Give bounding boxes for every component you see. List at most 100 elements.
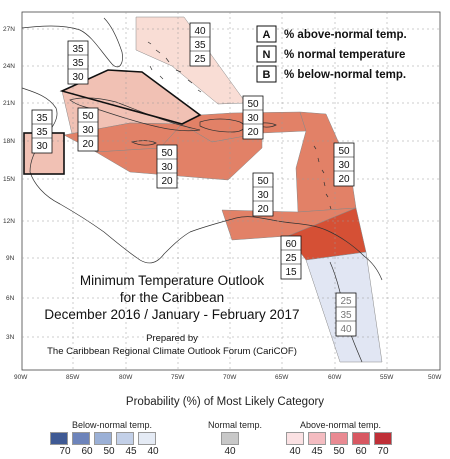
coast-florida <box>21 17 123 68</box>
prob-box-hispaniola: 50 30 20 <box>242 95 264 140</box>
prob-box-cuba: 35 35 30 <box>67 40 89 85</box>
lat-label: 27N <box>3 26 15 33</box>
swatch-value: 40 <box>147 446 159 457</box>
lon-label: 85W <box>66 374 80 381</box>
legend-key-box <box>256 65 277 83</box>
normal-value: 30 <box>247 113 259 124</box>
lon-label: 50W <box>428 374 442 381</box>
swatch-value: 70 <box>59 446 71 457</box>
title-line-3: December 2016 / January - February 2017 <box>44 307 299 322</box>
normal-value: 35 <box>340 310 352 321</box>
lat-label: 21N <box>3 100 15 107</box>
prob-box-belize: 35 35 30 <box>31 109 53 154</box>
title-line-1: Minimum Temperature Outlook <box>80 273 265 288</box>
swatch-below-60 <box>72 432 90 445</box>
legend-desc: % normal temperature <box>284 49 405 61</box>
coastlines <box>21 17 383 363</box>
swatch-value: 40 <box>289 446 301 457</box>
below-normal-label: Below-normal temp. <box>72 420 153 430</box>
lat-label: 9N <box>6 255 15 262</box>
legend-key: B <box>263 69 271 81</box>
prob-box-jamaica: 50 30 20 <box>77 107 99 152</box>
above-value: 50 <box>257 176 269 187</box>
normal-value: 25 <box>285 253 297 264</box>
legend-key: A <box>263 29 271 41</box>
above-value: 50 <box>82 111 94 122</box>
above-normal-label: Above-normal temp. <box>300 420 382 430</box>
scale-title: Probability (%) of Most Likely Category <box>125 396 325 408</box>
above-value: 60 <box>285 239 297 250</box>
outlook-map: 27N 24N 21N 18N 15N 12N 9N 6N 3N 90W 85W… <box>3 11 442 381</box>
lon-label: 90W <box>14 374 28 381</box>
swatch-value: 60 <box>355 446 367 457</box>
legend-key: N <box>263 49 271 61</box>
normal-value: 30 <box>338 160 350 171</box>
above-value: 25 <box>340 296 352 307</box>
below-value: 20 <box>247 127 259 138</box>
prob-box-suriname: 25 35 40 <box>335 292 357 337</box>
swatch-value: 40 <box>224 446 236 457</box>
lon-label: 70W <box>223 374 237 381</box>
swatch-above-60 <box>352 432 370 445</box>
legend-key-box <box>256 45 277 63</box>
normal-value: 35 <box>72 58 84 69</box>
below-value: 30 <box>36 141 48 152</box>
normal-value: 35 <box>194 40 206 51</box>
coast-lesser-antilles <box>313 145 332 210</box>
swatch-above-50 <box>330 432 348 445</box>
above-value: 40 <box>194 26 206 37</box>
lat-label: 15N <box>3 176 15 183</box>
swatch-normal-40 <box>221 432 239 445</box>
probability-boxes: 40 35 25 35 35 30 35 35 30 50 30 <box>31 22 357 337</box>
below-value: 25 <box>194 54 206 65</box>
swatch-below-40 <box>138 432 156 445</box>
below-value: 20 <box>161 176 173 187</box>
lon-label: 65W <box>275 374 289 381</box>
below-value: 30 <box>72 72 84 83</box>
coast-cuba <box>69 97 201 132</box>
below-value: 20 <box>82 139 94 150</box>
below-value: 20 <box>257 204 269 215</box>
coast-south-america <box>189 216 383 281</box>
swatch-below-50 <box>94 432 112 445</box>
prob-box-caribbean-sea: 50 30 20 <box>156 144 178 189</box>
swatch-above-70 <box>374 432 392 445</box>
prob-box-south-caribbean: 50 30 20 <box>252 172 274 217</box>
prob-box-bahamas: 40 35 25 <box>189 22 211 67</box>
lon-label: 75W <box>171 374 185 381</box>
above-value: 35 <box>72 44 84 55</box>
swatch-value: 60 <box>81 446 93 457</box>
title-line-2: for the Caribbean <box>120 290 224 305</box>
lat-label: 6N <box>6 295 15 302</box>
legend-desc: % below-normal temp. <box>284 69 406 81</box>
lat-label: 12N <box>3 218 15 225</box>
coast-bahamas <box>147 41 202 93</box>
prepared-by-org: The Caribbean Regional Climate Outlook F… <box>47 346 297 357</box>
normal-value: 35 <box>36 127 48 138</box>
longitude-labels: 90W 85W 80W 75W 70W 65W 60W 55W 50W <box>14 374 442 381</box>
lat-label: 3N <box>6 334 15 341</box>
swatch-above-45 <box>308 432 326 445</box>
below-value: 15 <box>285 267 297 278</box>
lat-label: 18N <box>3 138 15 145</box>
swatch-below-45 <box>116 432 134 445</box>
probability-scale: Probability (%) of Most Likely Category … <box>0 385 450 459</box>
legend-desc: % above-normal temp. <box>284 29 407 41</box>
lon-label: 80W <box>119 374 133 381</box>
swatch-value: 70 <box>377 446 389 457</box>
lat-label: 24N <box>3 63 15 70</box>
swatch-above-40 <box>286 432 304 445</box>
map-title: Minimum Temperature Outlook for the Cari… <box>44 273 299 357</box>
below-value: 40 <box>340 324 352 335</box>
prob-box-guianas: 60 25 15 <box>280 235 302 280</box>
category-legend: A % above-normal temp. N % normal temper… <box>256 25 407 83</box>
normal-label: Normal temp. <box>208 420 263 430</box>
normal-value: 30 <box>161 162 173 173</box>
legend-key-box <box>256 25 277 43</box>
swatch-below-70 <box>50 432 68 445</box>
cuba-outline <box>59 69 202 125</box>
coast-central-america <box>21 87 191 264</box>
below-value: 20 <box>338 174 350 185</box>
above-value: 50 <box>161 148 173 159</box>
above-value: 35 <box>36 113 48 124</box>
